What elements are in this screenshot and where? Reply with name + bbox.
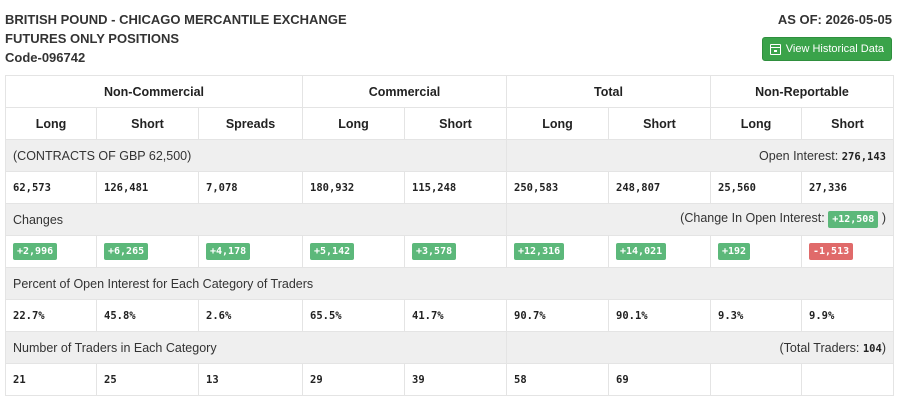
table-cell: +6,265 — [96, 235, 199, 268]
table-cell: 7,078 — [198, 171, 303, 204]
table-cell: 25 — [96, 363, 199, 396]
report-title: BRITISH POUND - CHICAGO MERCANTILE EXCHA… — [5, 10, 347, 67]
change-badge: +3,578 — [412, 243, 457, 260]
table-cell: 29 — [302, 363, 405, 396]
col-header: Short — [404, 107, 507, 140]
contracts-values-row: 62,573 126,481 7,078 180,932 115,248 250… — [5, 171, 894, 204]
table-cell: 13 — [198, 363, 303, 396]
changes-values-row: +2,996 +6,265 +4,178 +5,142 +3,578 +12,3… — [5, 235, 894, 268]
open-interest: Open Interest: 276,143 — [506, 139, 894, 172]
table-cell — [710, 363, 802, 396]
col-header: Spreads — [198, 107, 303, 140]
table-cell: 126,481 — [96, 171, 199, 204]
change-in-open-interest: (Change In Open Interest: +12,508 ) — [506, 203, 894, 236]
percent-label: Percent of Open Interest for Each Catego… — [5, 267, 894, 300]
group-commercial: Commercial — [302, 75, 507, 108]
table-cell: +14,021 — [608, 235, 711, 268]
table-cell: 180,932 — [302, 171, 405, 204]
table-cell: 250,583 — [506, 171, 609, 204]
table-cell — [801, 363, 894, 396]
contracts-label: (CONTRACTS OF GBP 62,500) — [5, 139, 507, 172]
table-cell: 248,807 — [608, 171, 711, 204]
table-cell: 90.7% — [506, 299, 609, 332]
table-cell: 41.7% — [404, 299, 507, 332]
changes-section-row: Changes (Change In Open Interest: +12,50… — [5, 203, 894, 236]
change-oi-badge: +12,508 — [828, 211, 879, 228]
table-cell: +12,316 — [506, 235, 609, 268]
table-cell: -1,513 — [801, 235, 894, 268]
change-badge: +6,265 — [104, 243, 149, 260]
table-cell: 9.3% — [710, 299, 802, 332]
report-header: BRITISH POUND - CHICAGO MERCANTILE EXCHA… — [0, 0, 900, 72]
change-badge: +2,996 — [13, 243, 58, 260]
group-non-reportable: Non-Reportable — [710, 75, 894, 108]
title-line-2: FUTURES ONLY POSITIONS — [5, 31, 180, 46]
change-badge: -1,513 — [809, 243, 854, 260]
table-cell: 69 — [608, 363, 711, 396]
table-cell: 27,336 — [801, 171, 894, 204]
change-badge: +192 — [718, 243, 751, 260]
total-traders-value: 104 — [862, 342, 882, 355]
title-line-1: BRITISH POUND - CHICAGO MERCANTILE EXCHA… — [5, 12, 347, 27]
as-of-date: AS OF: 2026-05-05 — [777, 12, 892, 27]
table-cell: 90.1% — [608, 299, 711, 332]
contract-code: Code-096742 — [5, 50, 86, 65]
table-cell: 25,560 — [710, 171, 802, 204]
view-historical-data-label: View Historical Data — [785, 43, 884, 55]
col-header: Long — [506, 107, 609, 140]
table-cell: 21 — [5, 363, 97, 396]
col-header: Long — [302, 107, 405, 140]
group-non-commercial: Non-Commercial — [5, 75, 303, 108]
table-cell: 9.9% — [801, 299, 894, 332]
col-header: Long — [710, 107, 802, 140]
changes-label: Changes — [5, 203, 507, 236]
view-historical-data-button[interactable]: View Historical Data — [761, 37, 892, 61]
col-header: Short — [96, 107, 199, 140]
table-cell: 115,248 — [404, 171, 507, 204]
group-header-row: Non-Commercial Commercial Total Non-Repo… — [5, 75, 894, 108]
percent-section-row: Percent of Open Interest for Each Catego… — [5, 267, 894, 300]
table-cell: 62,573 — [5, 171, 97, 204]
calendar-icon — [769, 43, 781, 55]
traders-label: Number of Traders in Each Category — [5, 331, 507, 364]
table-cell: 39 — [404, 363, 507, 396]
cot-table: Non-Commercial Commercial Total Non-Repo… — [5, 75, 894, 396]
col-header: Long — [5, 107, 97, 140]
table-cell: 22.7% — [5, 299, 97, 332]
total-traders: (Total Traders: 104) — [506, 331, 894, 364]
table-cell: 65.5% — [302, 299, 405, 332]
group-total: Total — [506, 75, 711, 108]
change-oi-prefix: (Change In Open Interest: — [680, 211, 825, 225]
open-interest-label: Open Interest: — [759, 148, 839, 163]
traders-section-row: Number of Traders in Each Category (Tota… — [5, 331, 894, 364]
column-header-row: Long Short Spreads Long Short Long Short… — [5, 107, 894, 140]
change-oi-suffix: ) — [881, 211, 886, 225]
percent-values-row: 22.7% 45.8% 2.6% 65.5% 41.7% 90.7% 90.1%… — [5, 299, 894, 332]
total-traders-suffix: ) — [881, 340, 886, 355]
change-badge: +5,142 — [310, 243, 355, 260]
table-cell: +3,578 — [404, 235, 507, 268]
traders-values-row: 21 25 13 29 39 58 69 — [5, 363, 894, 396]
contracts-section-row: (CONTRACTS OF GBP 62,500) Open Interest:… — [5, 139, 894, 172]
open-interest-value: 276,143 — [841, 150, 886, 163]
col-header: Short — [608, 107, 711, 140]
change-badge: +4,178 — [206, 243, 251, 260]
table-cell: 45.8% — [96, 299, 199, 332]
change-badge: +14,021 — [616, 243, 667, 260]
col-header: Short — [801, 107, 894, 140]
table-cell: +192 — [710, 235, 802, 268]
table-cell: 58 — [506, 363, 609, 396]
table-cell: +5,142 — [302, 235, 405, 268]
change-badge: +12,316 — [514, 243, 565, 260]
table-cell: +4,178 — [198, 235, 303, 268]
table-cell: +2,996 — [5, 235, 97, 268]
total-traders-prefix: (Total Traders: — [779, 340, 860, 355]
table-cell: 2.6% — [198, 299, 303, 332]
